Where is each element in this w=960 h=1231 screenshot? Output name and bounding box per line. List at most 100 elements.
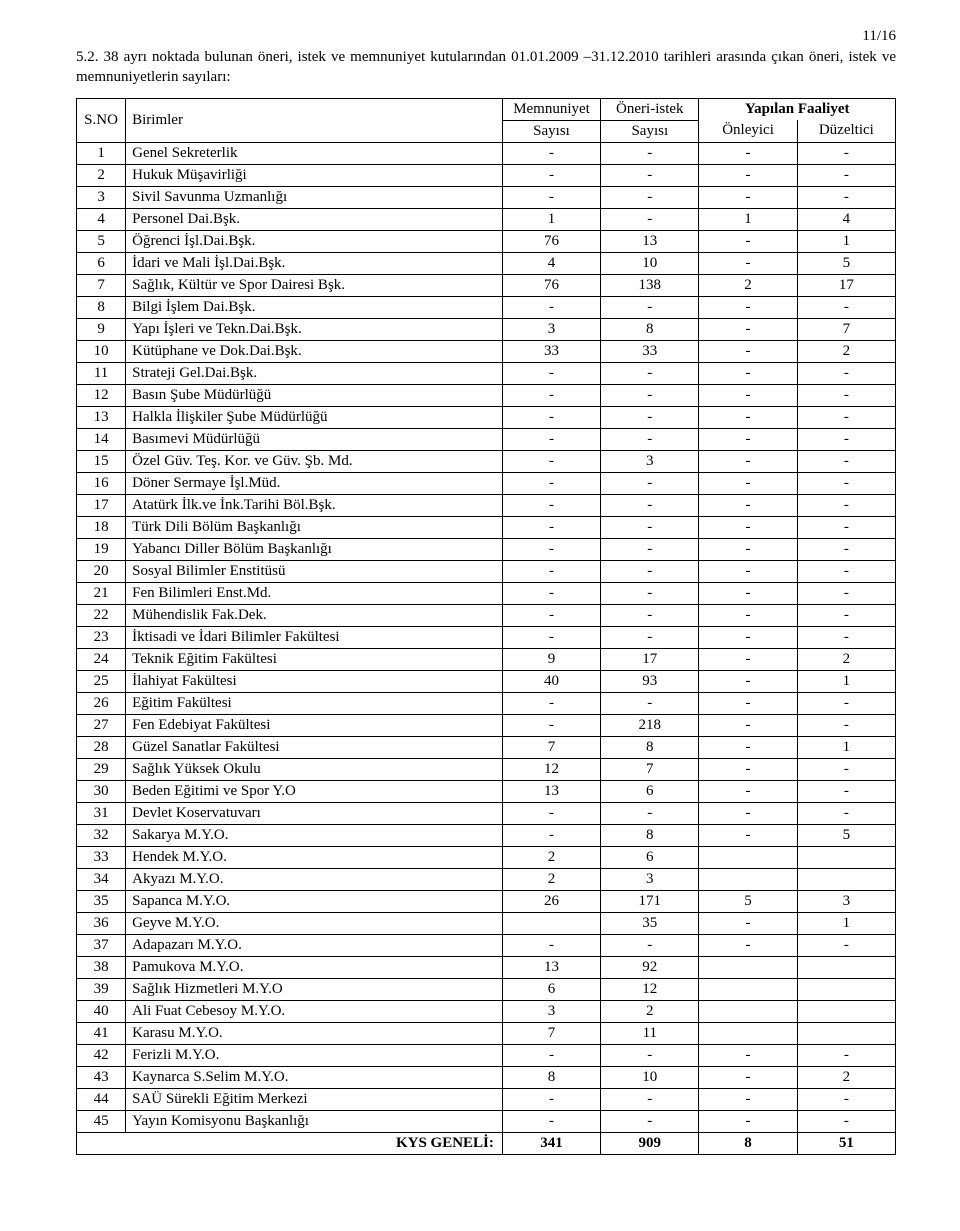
cell-memnuniyet: - [502, 450, 600, 472]
cell-oneri: - [601, 802, 699, 824]
cell-duzeltici: 1 [797, 912, 895, 934]
cell-oneri: - [601, 934, 699, 956]
cell-memnuniyet: - [502, 428, 600, 450]
cell-duzeltici: - [797, 560, 895, 582]
cell-onleyici: - [699, 538, 797, 560]
cell-onleyici: - [699, 714, 797, 736]
cell-onleyici: - [699, 362, 797, 384]
cell-birim: Türk Dili Bölüm Başkanlığı [126, 516, 503, 538]
cell-birim: Eğitim Fakültesi [126, 692, 503, 714]
cell-birim: İdari ve Mali İşl.Dai.Bşk. [126, 252, 503, 274]
cell-duzeltici [797, 1000, 895, 1022]
cell-memnuniyet: 2 [502, 868, 600, 890]
cell-memnuniyet: - [502, 934, 600, 956]
table-row: 45Yayın Komisyonu Başkanlığı---- [77, 1110, 896, 1132]
cell-sno: 28 [77, 736, 126, 758]
cell-sno: 31 [77, 802, 126, 824]
table-row: 4Personel Dai.Bşk.1-14 [77, 208, 896, 230]
cell-oneri: 2 [601, 1000, 699, 1022]
cell-birim: Sağlık, Kültür ve Spor Dairesi Bşk. [126, 274, 503, 296]
table-row: 1Genel Sekreterlik---- [77, 142, 896, 164]
cell-onleyici: - [699, 450, 797, 472]
cell-duzeltici [797, 956, 895, 978]
cell-oneri: - [601, 626, 699, 648]
cell-oneri: 7 [601, 758, 699, 780]
cell-oneri: 3 [601, 450, 699, 472]
cell-onleyici: - [699, 1110, 797, 1132]
cell-oneri: 35 [601, 912, 699, 934]
cell-memnuniyet: 3 [502, 1000, 600, 1022]
hdr-birimler: Birimler [126, 98, 503, 142]
cell-sno: 23 [77, 626, 126, 648]
cell-duzeltici: - [797, 472, 895, 494]
cell-duzeltici: - [797, 758, 895, 780]
cell-onleyici [699, 1022, 797, 1044]
cell-duzeltici: 2 [797, 1066, 895, 1088]
table-row: 11Strateji Gel.Dai.Bşk.---- [77, 362, 896, 384]
cell-oneri: - [601, 604, 699, 626]
cell-oneri: - [601, 472, 699, 494]
cell-sno: 6 [77, 252, 126, 274]
cell-sno: 2 [77, 164, 126, 186]
cell-birim: SAÜ Sürekli Eğitim Merkezi [126, 1088, 503, 1110]
cell-duzeltici: - [797, 538, 895, 560]
table-row: 41Karasu M.Y.O.711 [77, 1022, 896, 1044]
cell-sno: 22 [77, 604, 126, 626]
cell-oneri: 17 [601, 648, 699, 670]
cell-duzeltici: 4 [797, 208, 895, 230]
cell-oneri: 10 [601, 252, 699, 274]
hdr-onleyici: Önleyici [699, 120, 797, 142]
cell-onleyici: - [699, 406, 797, 428]
cell-duzeltici: - [797, 1088, 895, 1110]
cell-duzeltici: - [797, 582, 895, 604]
cell-sno: 19 [77, 538, 126, 560]
cell-onleyici: - [699, 428, 797, 450]
table-row: 2Hukuk Müşavirliği---- [77, 164, 896, 186]
table-row: 27Fen Edebiyat Fakültesi-218-- [77, 714, 896, 736]
cell-memnuniyet: - [502, 406, 600, 428]
cell-onleyici: - [699, 340, 797, 362]
hdr-oneri-top: Öneri-istek [601, 98, 699, 120]
cell-oneri: - [601, 362, 699, 384]
cell-onleyici: - [699, 648, 797, 670]
cell-memnuniyet: - [502, 604, 600, 626]
cell-duzeltici: - [797, 384, 895, 406]
cell-sno: 20 [77, 560, 126, 582]
cell-oneri: - [601, 1110, 699, 1132]
cell-duzeltici: - [797, 714, 895, 736]
cell-sno: 10 [77, 340, 126, 362]
cell-onleyici: - [699, 252, 797, 274]
cell-birim: Hukuk Müşavirliği [126, 164, 503, 186]
cell-onleyici: - [699, 164, 797, 186]
page-number: 11/16 [76, 28, 896, 45]
cell-sno: 30 [77, 780, 126, 802]
cell-oneri: - [601, 428, 699, 450]
total-oneri: 909 [601, 1132, 699, 1154]
cell-oneri: - [601, 406, 699, 428]
table-row: 24Teknik Eğitim Fakültesi917-2 [77, 648, 896, 670]
table-row: 35Sapanca M.Y.O.2617153 [77, 890, 896, 912]
table-row: 22Mühendislik Fak.Dek.---- [77, 604, 896, 626]
cell-onleyici: - [699, 604, 797, 626]
cell-memnuniyet: 26 [502, 890, 600, 912]
cell-birim: Güzel Sanatlar Fakültesi [126, 736, 503, 758]
cell-sno: 21 [77, 582, 126, 604]
cell-duzeltici: 1 [797, 670, 895, 692]
cell-duzeltici: 1 [797, 736, 895, 758]
cell-birim: Kütüphane ve Dok.Dai.Bşk. [126, 340, 503, 362]
cell-memnuniyet: - [502, 1044, 600, 1066]
table-row: 9Yapı İşleri ve Tekn.Dai.Bşk.38-7 [77, 318, 896, 340]
cell-sno: 33 [77, 846, 126, 868]
table-row: 33Hendek M.Y.O.26 [77, 846, 896, 868]
cell-onleyici [699, 956, 797, 978]
cell-memnuniyet: 12 [502, 758, 600, 780]
cell-memnuniyet: 76 [502, 274, 600, 296]
cell-sno: 11 [77, 362, 126, 384]
cell-birim: Sosyal Bilimler Enstitüsü [126, 560, 503, 582]
cell-birim: Geyve M.Y.O. [126, 912, 503, 934]
intro-paragraph: 5.2. 38 ayrı noktada bulunan öneri, iste… [76, 47, 896, 88]
cell-birim: Mühendislik Fak.Dek. [126, 604, 503, 626]
cell-duzeltici: 1 [797, 230, 895, 252]
cell-birim: Ali Fuat Cebesoy M.Y.O. [126, 1000, 503, 1022]
table-row: 42Ferizli M.Y.O.---- [77, 1044, 896, 1066]
